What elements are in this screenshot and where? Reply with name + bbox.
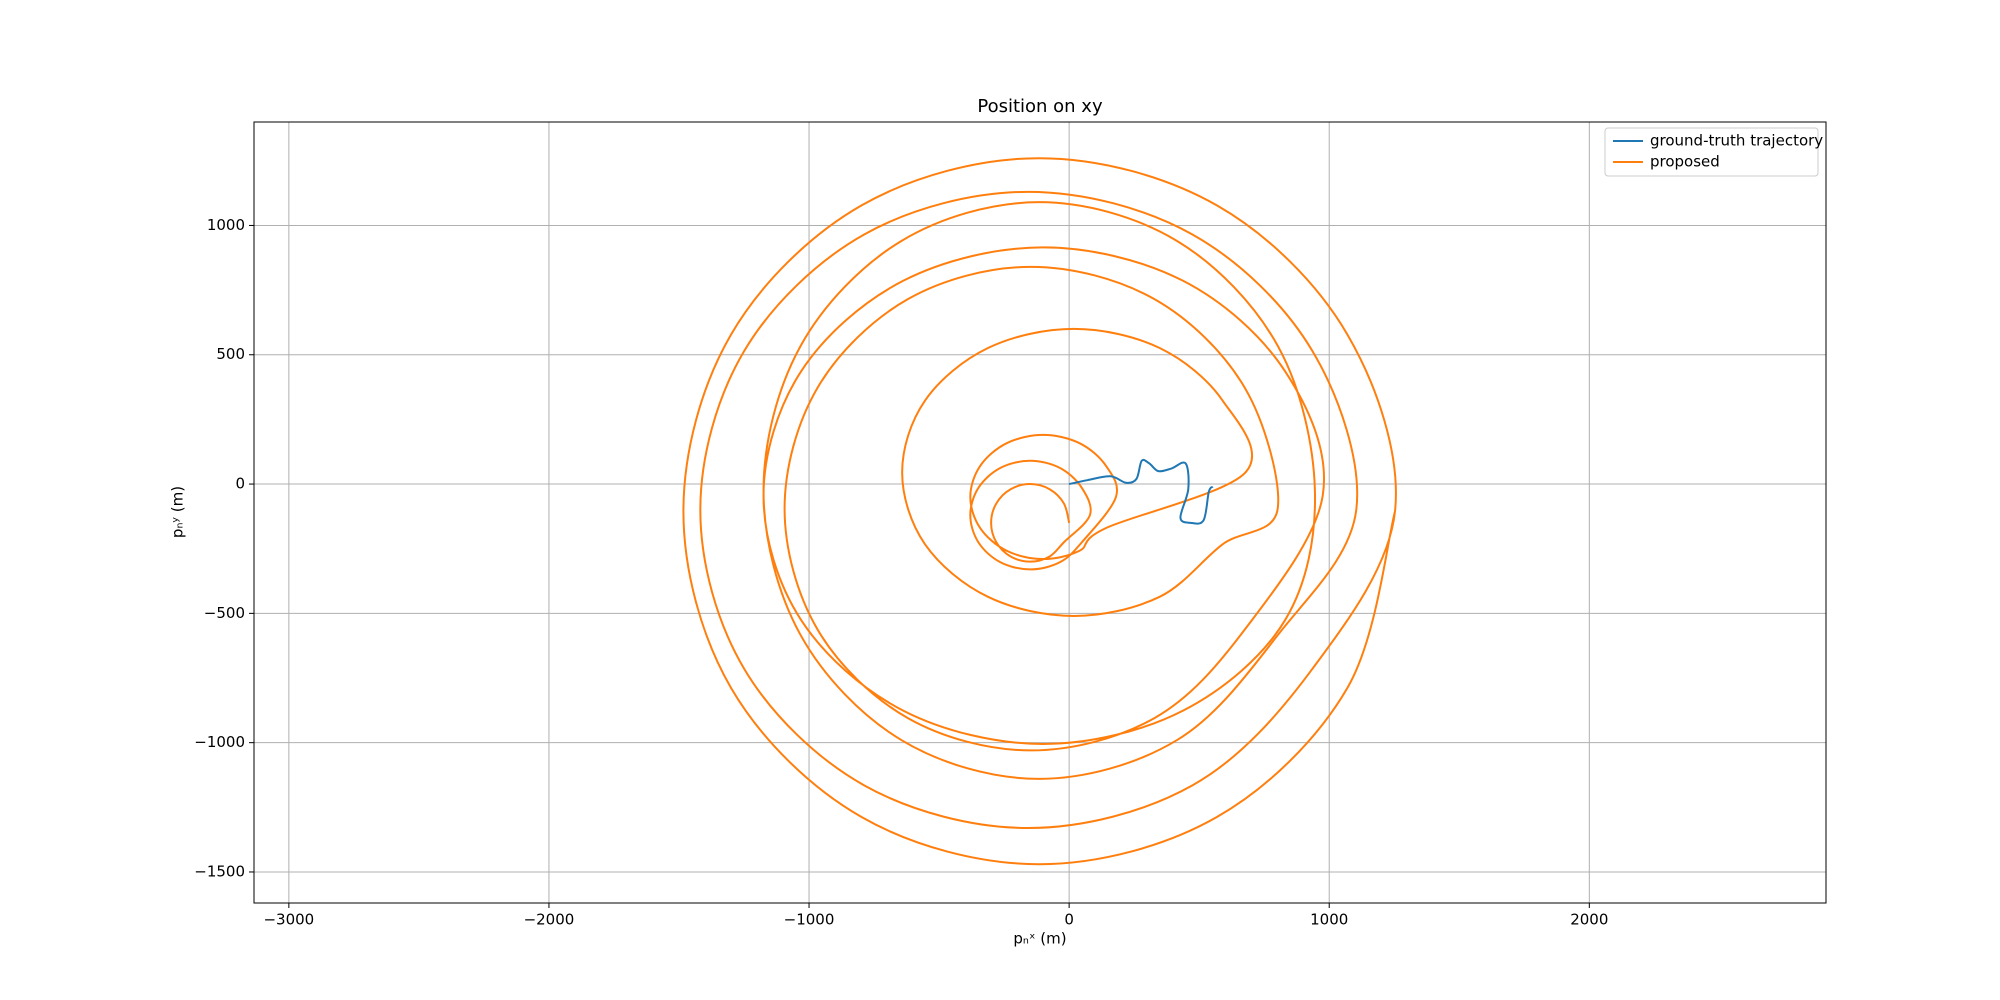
y-axis-label: pₙʸ (m): [169, 486, 187, 538]
plot-frame: [253, 121, 1827, 904]
x-tick-label: −1000: [784, 911, 835, 929]
y-tick-label: −500: [204, 604, 245, 622]
x-tick-label: 2000: [1570, 911, 1608, 929]
x-tick-label: 0: [1064, 911, 1074, 929]
x-tick-label: −2000: [524, 911, 575, 929]
series-line: [682, 157, 1397, 866]
x-tick-label: 1000: [1310, 911, 1348, 929]
legend-box: [1604, 127, 1819, 177]
y-tick-label: −1500: [194, 862, 245, 880]
y-tick-label: −1000: [194, 733, 245, 751]
x-tick-label: −3000: [263, 911, 314, 929]
y-tick-label: 500: [216, 345, 245, 363]
y-tick-label: 1000: [207, 216, 245, 234]
chart-title: Position on xy: [977, 96, 1103, 117]
y-tick-label: 0: [235, 475, 245, 493]
legend-label: ground-truth trajectory: [1650, 132, 1823, 150]
legend-label: proposed: [1650, 153, 1720, 171]
series-line: [1068, 458, 1214, 525]
x-axis-label: pₙˣ (m): [1013, 930, 1066, 948]
